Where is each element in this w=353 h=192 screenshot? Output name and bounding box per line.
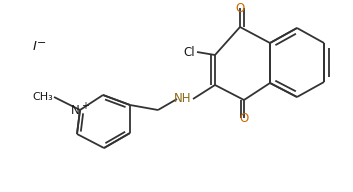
Text: NH: NH	[174, 93, 191, 105]
Text: −: −	[37, 38, 47, 48]
Text: I: I	[33, 41, 37, 54]
Text: O: O	[239, 112, 249, 124]
Text: Cl: Cl	[183, 46, 195, 59]
Text: CH₃: CH₃	[32, 92, 53, 102]
Text: +: +	[81, 101, 89, 111]
Text: N: N	[71, 103, 80, 117]
Text: O: O	[235, 2, 245, 15]
